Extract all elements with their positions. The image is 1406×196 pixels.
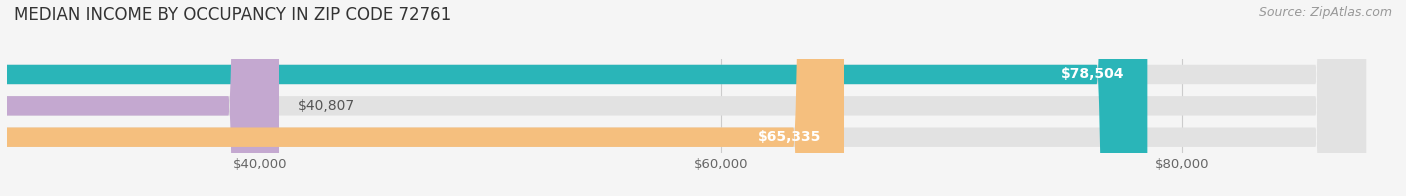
Text: Source: ZipAtlas.com: Source: ZipAtlas.com: [1258, 6, 1392, 19]
Text: $78,504: $78,504: [1060, 67, 1125, 82]
Text: MEDIAN INCOME BY OCCUPANCY IN ZIP CODE 72761: MEDIAN INCOME BY OCCUPANCY IN ZIP CODE 7…: [14, 6, 451, 24]
FancyBboxPatch shape: [0, 0, 844, 196]
Text: $40,807: $40,807: [298, 99, 354, 113]
FancyBboxPatch shape: [0, 0, 1147, 196]
FancyBboxPatch shape: [0, 0, 1367, 196]
FancyBboxPatch shape: [0, 0, 278, 196]
Text: $65,335: $65,335: [758, 130, 821, 144]
FancyBboxPatch shape: [0, 0, 1367, 196]
FancyBboxPatch shape: [0, 0, 1367, 196]
